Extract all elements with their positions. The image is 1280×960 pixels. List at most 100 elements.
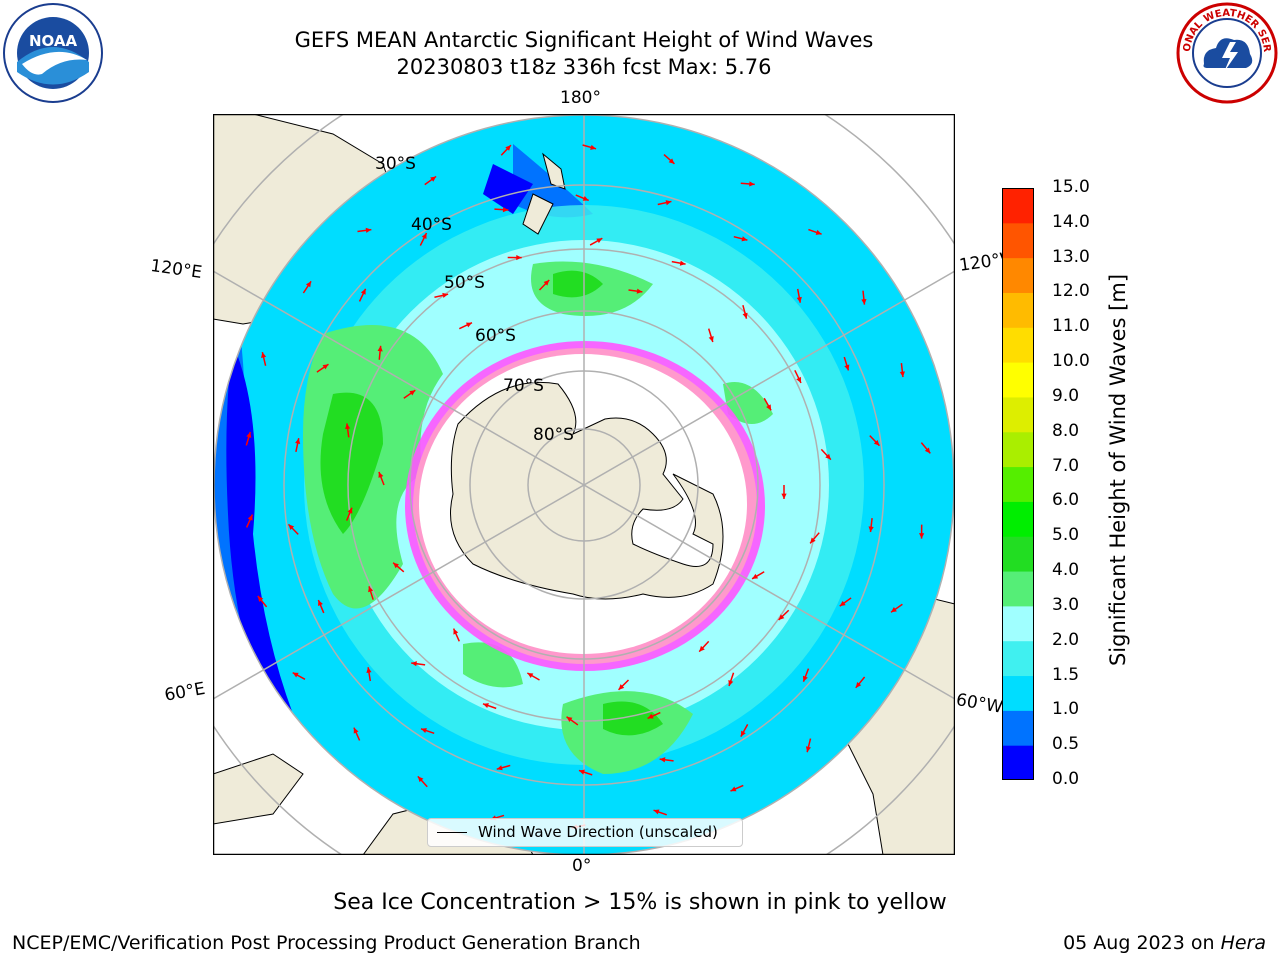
wind-arrow-head — [590, 144, 597, 150]
wind-arrow-head — [924, 447, 931, 454]
colorbar-tick-label: 1.5 — [1052, 664, 1080, 685]
noaa-logo-icon: NOAA — [3, 3, 103, 103]
noaa-logo-text: NOAA — [29, 32, 78, 50]
wind-arrow-head — [839, 600, 846, 607]
wind-arrow-head — [318, 599, 323, 606]
wind-arrow-head — [378, 471, 384, 478]
wind-arrow-head — [873, 439, 880, 446]
wind-arrow-head — [409, 390, 416, 396]
colorbar-segment — [1002, 257, 1034, 293]
wind-arrow-head — [778, 614, 785, 620]
colorbar-segment — [1002, 501, 1034, 537]
wind-arrow-head — [261, 352, 267, 358]
wind-arrow-head — [781, 493, 787, 499]
wind-arrow-head — [665, 200, 672, 206]
wind-arrow-head — [596, 238, 603, 244]
colorbar-tick-label: 0.0 — [1052, 769, 1080, 789]
lon-label-120e: 120°E — [149, 256, 204, 284]
colorbar-segment — [1002, 431, 1034, 468]
wind-arrow-head — [496, 765, 503, 771]
colorbar-segment — [1002, 188, 1034, 224]
lat-label-50s: 50°S — [444, 273, 485, 293]
wind-arrow-head — [465, 322, 472, 328]
wind-arrow-head — [868, 526, 874, 533]
colorbar-segment — [1002, 292, 1034, 328]
polar-map: 30°S 40°S 50°S 60°S 70°S 80°S — [213, 114, 955, 855]
wind-arrow-head — [246, 431, 252, 438]
wind-arrow-head — [353, 727, 359, 734]
wind-arrow-head — [295, 438, 301, 445]
wind-arrow-head — [360, 288, 366, 295]
antarctica-land — [450, 381, 724, 600]
colorbar-tick-label: 10.0 — [1052, 351, 1090, 372]
wind-arrow-head — [505, 145, 511, 151]
wind-arrow-head — [742, 312, 748, 319]
lat-label-80s: 80°S — [533, 425, 574, 445]
colorbar-tick-label: 11.0 — [1052, 316, 1090, 337]
lat-label-30s: 30°S — [375, 154, 416, 174]
lat-label-40s: 40°S — [411, 215, 452, 235]
wind-arrow-head — [420, 728, 427, 734]
colorbar-tick-label: 14.0 — [1052, 211, 1090, 232]
wind-arrow-head — [566, 716, 573, 723]
wind-arrow-head — [411, 661, 417, 667]
wind-arrow-head — [890, 607, 897, 613]
colorbar-segment — [1002, 466, 1034, 502]
lon-label-60w: 60°W — [954, 690, 1005, 718]
wind-arrow-head — [740, 730, 746, 737]
colorbar-segment — [1002, 327, 1034, 363]
wind-arrow-head — [749, 181, 755, 187]
colorbar-tick-label: 2.0 — [1052, 629, 1080, 650]
wind-arrow-head — [668, 158, 675, 164]
lon-label-180: 180° — [560, 88, 601, 108]
footer-date: 05 Aug 2023 on Hera — [1063, 932, 1266, 954]
map-frame — [213, 114, 955, 855]
wind-arrow-head — [699, 645, 705, 652]
wind-arrow-head — [377, 345, 383, 352]
wind-arrow-head — [618, 684, 625, 690]
wind-arrow-head — [647, 713, 654, 719]
wind-arrow-head — [257, 595, 264, 602]
colorbar-segment — [1002, 710, 1034, 746]
legend-line-icon — [437, 832, 467, 833]
wind-arrow-head — [582, 195, 589, 201]
wind-arrow-head — [393, 562, 399, 569]
wind-arrow-head — [292, 672, 299, 678]
wind-arrow-head — [815, 229, 822, 235]
wind-arrow-head — [825, 453, 831, 460]
colorbar-segment — [1002, 605, 1034, 642]
wind-arrow-head — [347, 507, 353, 514]
wind-arrow-head — [368, 586, 374, 593]
wind-arrow-head — [679, 260, 686, 266]
colorbar — [1002, 188, 1034, 780]
wind-arrow-head — [421, 233, 427, 240]
wind-arrow-head — [728, 680, 734, 686]
lat-label-70s: 70°S — [503, 376, 544, 396]
wind-arrow-head — [527, 673, 534, 678]
wind-arrow-head — [810, 537, 816, 544]
colorbar-tick-label: 4.0 — [1052, 560, 1080, 581]
colorbar-segment — [1002, 640, 1034, 677]
colorbar-tick-label: 12.0 — [1052, 281, 1090, 302]
lon-label-0: 0° — [572, 856, 592, 876]
wind-arrow-head — [543, 279, 550, 286]
wind-arrow-head — [730, 786, 737, 792]
wind-arrow-head — [442, 292, 449, 298]
colorbar-tick-label: 3.0 — [1052, 594, 1080, 615]
wind-arrow-head — [288, 524, 295, 531]
wind-arrow-head — [802, 675, 808, 682]
wind-arrow-head — [453, 628, 459, 635]
wind-arrow-head — [659, 757, 666, 763]
colorbar-tick-label: 13.0 — [1052, 246, 1090, 267]
wind-arrow-head — [322, 364, 329, 370]
wind-arrow-head — [752, 573, 759, 579]
colorbar-segment — [1002, 571, 1034, 607]
footer-credit: NCEP/EMC/Verification Post Processing Pr… — [12, 932, 641, 954]
map-legend: Wind Wave Direction (unscaled) — [427, 818, 743, 847]
wind-arrows — [245, 144, 931, 830]
sea-ice-note: Sea Ice Concentration > 15% is shown in … — [333, 890, 947, 915]
wind-arrow-head — [861, 298, 867, 305]
colorbar-segment — [1002, 362, 1034, 398]
wind-arrow-head — [345, 423, 351, 430]
colorbar-tick-label: 8.0 — [1052, 420, 1080, 441]
